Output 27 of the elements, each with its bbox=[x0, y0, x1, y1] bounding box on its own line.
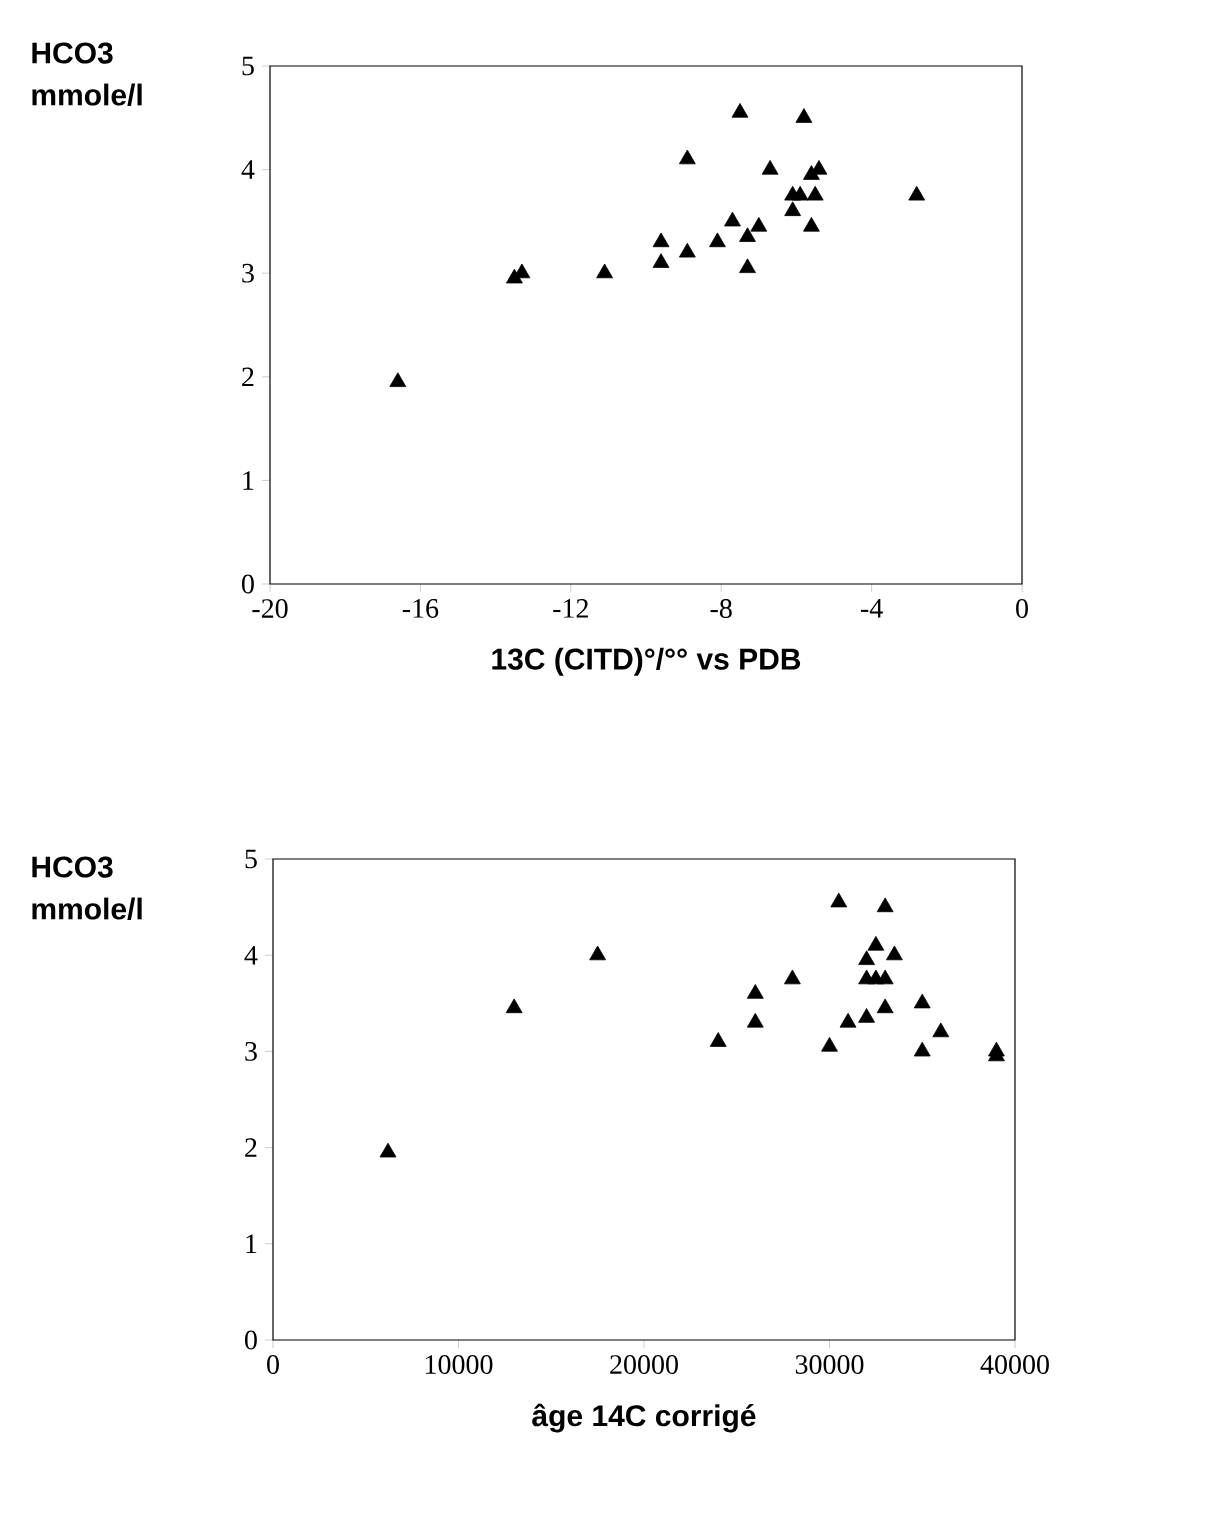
x-tick-label: 40000 bbox=[980, 1355, 1049, 1374]
y-axis-title: HCO3 mmole/l bbox=[32, 42, 142, 106]
y-tick-label: 5 bbox=[245, 849, 257, 869]
x-tick-label: -16 bbox=[402, 599, 439, 618]
x-axis-title: âge 14C corrigé bbox=[532, 1403, 756, 1433]
y-tick-label: 2 bbox=[245, 1138, 257, 1157]
y-tick-label: 3 bbox=[245, 1042, 257, 1061]
y-tick-label: 5 bbox=[242, 56, 254, 76]
y-tick-label: 1 bbox=[243, 471, 254, 490]
y-tick-label: 2 bbox=[242, 367, 254, 387]
x-tick-label: -8 bbox=[710, 599, 732, 618]
x-tick-label: -12 bbox=[553, 599, 588, 618]
x-tick-label: 0 bbox=[267, 1355, 279, 1374]
x-tick-label: 0 bbox=[1016, 599, 1028, 618]
y-tick-label: 1 bbox=[246, 1234, 257, 1254]
y-tick-label: 4 bbox=[244, 945, 258, 965]
x-tick-label: -4 bbox=[860, 599, 883, 618]
y-axis-title: HCO3 mmole/l bbox=[32, 856, 142, 920]
y-tick-label: 3 bbox=[242, 263, 254, 283]
y-tick-label: 4 bbox=[241, 160, 255, 179]
y-tick-label: 0 bbox=[245, 1330, 257, 1350]
x-axis-title: 13C (CITD)°/°° vs PDB bbox=[492, 647, 801, 676]
y-tick-label: 0 bbox=[242, 574, 254, 594]
x-tick-label: 30000 bbox=[795, 1355, 864, 1374]
x-tick-label: 10000 bbox=[425, 1355, 493, 1374]
x-tick-label: -20 bbox=[252, 599, 288, 618]
x-tick-label: 20000 bbox=[610, 1355, 678, 1374]
